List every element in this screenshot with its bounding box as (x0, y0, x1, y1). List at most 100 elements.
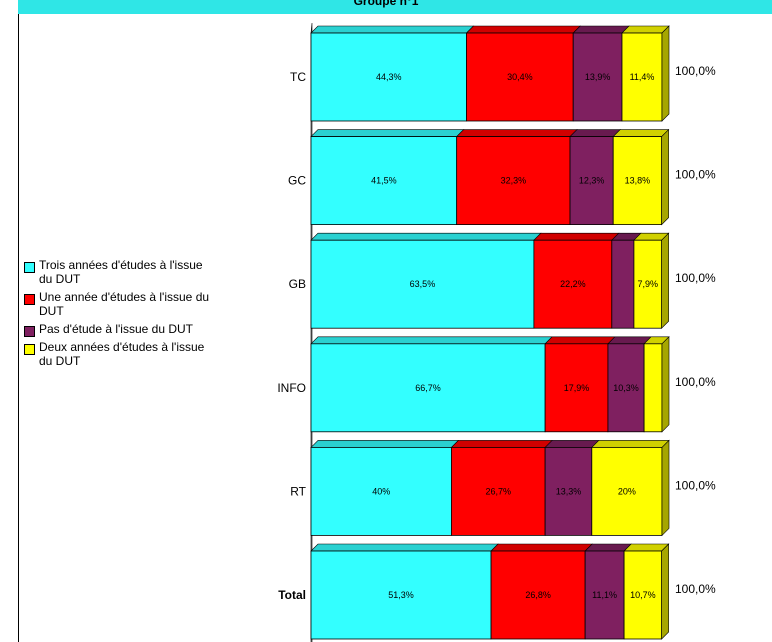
bar-gc-s2 (569, 136, 614, 226)
data-label-gc-s3: 13,8% (625, 176, 651, 186)
bar-top-rt-s0 (310, 440, 460, 448)
total-label-gb: 100,0% (675, 271, 716, 285)
legend-swatch-no-study (24, 326, 35, 337)
bar-top-info-s0 (310, 336, 553, 345)
bar-top-gc-s1 (455, 129, 578, 137)
category-label-gc: GC (288, 174, 306, 188)
data-label-total-s0: 51,3% (388, 590, 414, 600)
legend-item-one-year: Une année d'études à l'issue du DUT (24, 290, 214, 318)
legend-item-no-study: Pas d'étude à l'issue du DUT (24, 322, 214, 337)
data-label-rt-s1: 26,7% (485, 486, 511, 496)
bar-info-s2 (607, 343, 645, 433)
bar-rt-s0 (310, 446, 452, 536)
bar-info-s0 (310, 343, 546, 433)
legend-label-two-years: Deux années d'études à l'issue du DUT (39, 340, 205, 368)
bar-gb-s1 (533, 239, 613, 329)
legend-item-three-years: Trois années d'études à l'issue du DUT (24, 258, 214, 286)
total-label-gc: 100,0% (675, 168, 716, 182)
category-label-rt: RT (290, 484, 306, 498)
legend-swatch-three-years (24, 262, 35, 273)
data-label-gb-s3: 7,9% (638, 279, 659, 289)
data-label-info-s1: 17,9% (564, 383, 590, 393)
data-label-rt-s2: 13,3% (556, 486, 582, 496)
legend-swatch-two-years (24, 344, 35, 355)
data-label-tc-s1: 30,4% (507, 72, 533, 82)
category-label-info: INFO (277, 381, 306, 395)
bar-side-rt (661, 439, 670, 537)
data-label-tc-s3: 11,4% (630, 72, 655, 82)
bar-top-info-s2 (607, 336, 652, 345)
bar-top-gc-s3 (612, 129, 670, 137)
bar-top-gc-s2 (569, 129, 621, 137)
bar-top-tc-s0 (310, 25, 475, 34)
bar-total-s2 (584, 550, 625, 640)
title-bar (18, 0, 772, 14)
category-label-total: Total (278, 588, 306, 602)
data-label-info-s2: 10,3% (613, 383, 639, 393)
data-label-gb-s0: 63,5% (410, 279, 436, 289)
bar-top-tc-s2 (572, 25, 630, 34)
bar-top-total-s3 (623, 543, 670, 552)
bar-side-tc (661, 25, 670, 122)
total-label-tc: 100,0% (675, 64, 716, 78)
legend-item-two-years: Deux années d'études à l'issue du DUT (24, 340, 214, 368)
legend-label-three-years: Trois années d'études à l'issue du DUT (39, 258, 203, 286)
data-label-tc-s0: 44,3% (376, 72, 402, 82)
bar-info-s3 (643, 343, 663, 433)
data-label-rt-s0: 40% (372, 486, 390, 496)
bar-tc-s1 (466, 32, 574, 122)
bar-total-s3 (623, 550, 663, 640)
bar-gb-s0 (310, 239, 535, 329)
legend-label-no-study: Pas d'étude à l'issue du DUT (39, 322, 193, 336)
bar-side-info (661, 336, 670, 433)
bar-rt-s2 (544, 446, 593, 536)
legend-label-one-year: Une année d'études à l'issue du DUT (39, 290, 210, 318)
bar-top-info-s1 (544, 336, 616, 345)
data-label-info-s0: 66,7% (415, 383, 441, 393)
frame-border (18, 14, 19, 642)
chart-title: Groupe n°1 (353, 0, 419, 8)
bar-side-gc (661, 128, 669, 226)
bar-rt-s1 (450, 446, 546, 536)
data-label-tc-s2: 13,9% (585, 72, 611, 82)
bar-gc-s1 (456, 136, 571, 226)
total-label-info: 100,0% (675, 375, 716, 389)
data-label-total-s1: 26,8% (525, 590, 551, 600)
bar-gc-s0 (310, 136, 458, 226)
bar-info-s1 (544, 343, 609, 433)
bar-side-total (661, 543, 669, 640)
total-label-total: 100,0% (675, 582, 716, 596)
data-label-total-s3: 10,7% (630, 590, 656, 600)
data-label-gc-s1: 32,3% (501, 176, 527, 186)
bar-tc-s3 (621, 32, 663, 122)
total-label-rt: 100,0% (675, 478, 716, 492)
bar-top-total-s1 (490, 543, 593, 552)
bar-gb-s3 (633, 239, 663, 329)
legend-swatch-one-year (24, 294, 35, 305)
legend: Trois années d'études à l'issue du DUT U… (24, 258, 214, 372)
bar-total-s0 (310, 550, 492, 640)
bar-top-gb-s1 (533, 232, 620, 241)
data-label-gc-s2: 12,3% (579, 176, 605, 186)
bar-top-tc-s1 (465, 25, 581, 34)
data-label-total-s2: 11,1% (592, 590, 617, 600)
data-label-gc-s0: 41,5% (371, 176, 397, 186)
data-label-rt-s3: 20% (618, 486, 636, 496)
category-label-gb: GB (289, 277, 306, 291)
bar-tc-s2 (572, 32, 623, 122)
bar-top-gc-s0 (310, 129, 465, 137)
bar-top-tc-s3 (621, 25, 670, 34)
bar-top-total-s2 (584, 543, 632, 552)
category-label-tc: TC (290, 70, 306, 84)
bar-rt-s3 (591, 446, 663, 536)
bar-side-gb (661, 232, 669, 329)
bar-gb-s2 (611, 239, 635, 329)
bar-top-rt-s2 (544, 440, 600, 448)
bar-top-total-s0 (310, 543, 499, 552)
bar-gc-s3 (612, 136, 663, 226)
bar-top-rt-s3 (591, 440, 670, 448)
bar-total-s1 (490, 550, 586, 640)
data-label-gb-s1: 22,2% (560, 279, 586, 289)
bar-top-rt-s1 (450, 440, 553, 448)
